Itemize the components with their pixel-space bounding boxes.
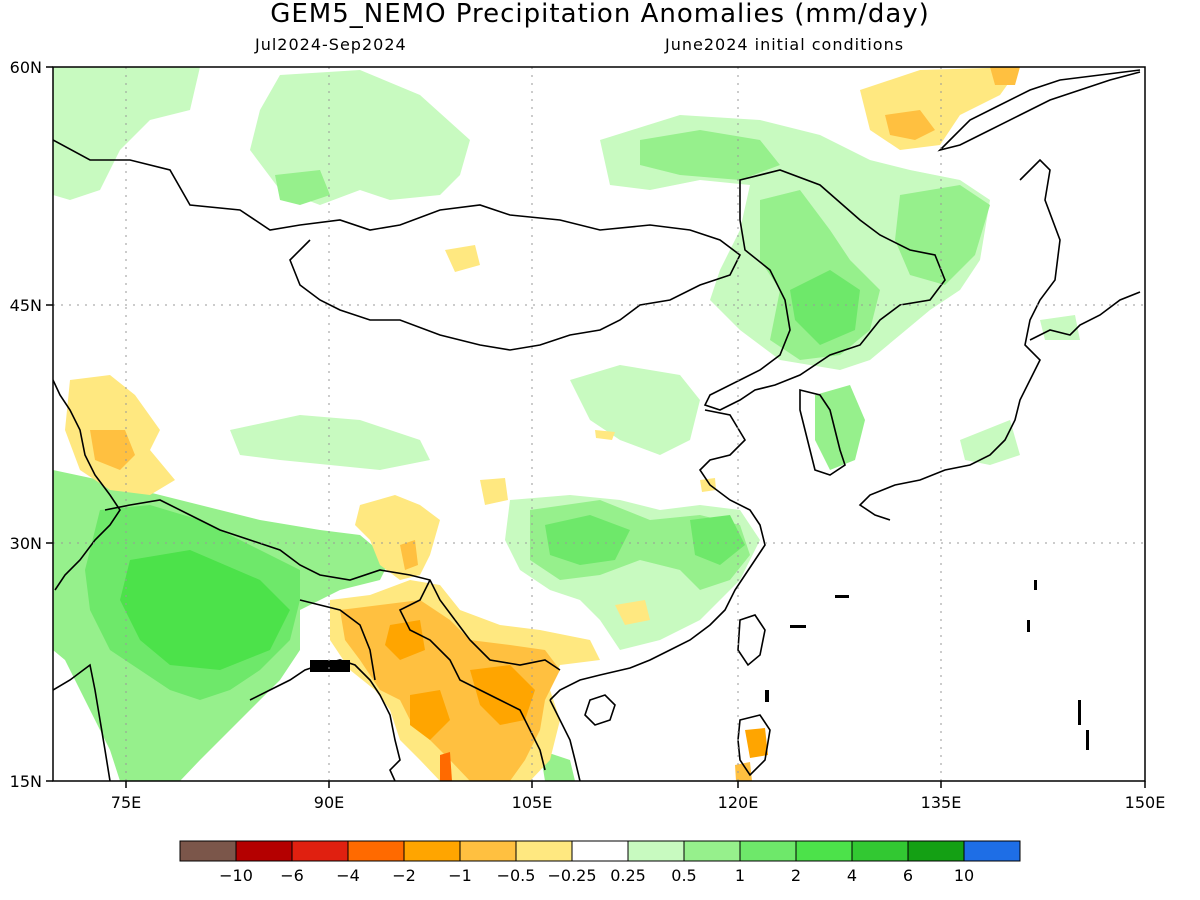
- colorbar-swatch: [571, 840, 629, 862]
- colorbar-swatch: [515, 840, 573, 862]
- frame-ticks: [46, 66, 1146, 788]
- colorbar-label: 2: [791, 866, 801, 885]
- colorbar-label: −1: [448, 866, 472, 885]
- colorbar-label: −4: [336, 866, 360, 885]
- latitude-labels: 60N 45N 30N 15N: [10, 58, 42, 791]
- colorbar: −10 −6 −4 −2 −1 −0.5 −0.25 0.25 0.5 1 2 4 6 10: [179, 840, 1021, 885]
- forecast-period: Jul2024-Sep2024: [254, 35, 407, 54]
- colorbar-label: 10: [954, 866, 974, 885]
- initial-conditions: June2024 initial conditions: [664, 35, 904, 54]
- islands: [310, 580, 1089, 750]
- lat-label-60n: 60N: [10, 58, 42, 77]
- lon-label-135e: 135E: [921, 793, 962, 812]
- lon-label-90e: 90E: [314, 793, 344, 812]
- colorbar-label: 4: [847, 866, 857, 885]
- colorbar-label: −0.25: [547, 866, 596, 885]
- colorbar-label: 0.25: [610, 866, 646, 885]
- map-title: GEM5_NEMO Precipitation Anomalies (mm/da…: [270, 0, 930, 29]
- colorbar-swatch: [627, 840, 685, 862]
- colorbar-label: −10: [219, 866, 253, 885]
- colorbar-label: −6: [280, 866, 304, 885]
- longitude-labels: 75E 90E 105E 120E 135E 150E: [111, 793, 1166, 812]
- colorbar-label: 6: [903, 866, 913, 885]
- colorbar-label: 1: [735, 866, 745, 885]
- lon-label-75e: 75E: [111, 793, 141, 812]
- colorbar-label: −2: [392, 866, 416, 885]
- lat-label-45n: 45N: [10, 296, 42, 315]
- map-field: [53, 67, 1145, 781]
- colorbar-swatches: [179, 840, 1021, 862]
- colorbar-label: −0.5: [497, 866, 536, 885]
- lat-label-15n: 15N: [10, 772, 42, 791]
- colorbar-swatch: [683, 840, 741, 862]
- map-frame: [52, 66, 1146, 782]
- lon-label-105e: 105E: [512, 793, 553, 812]
- colorbar-swatch: [459, 840, 517, 862]
- colorbar-swatch: [907, 840, 965, 862]
- colorbar-swatch: [739, 840, 797, 862]
- colorbar-swatch: [291, 840, 349, 862]
- colorbar-swatch: [179, 840, 237, 862]
- colorbar-swatch: [963, 840, 1021, 862]
- lon-label-150e: 150E: [1125, 793, 1166, 812]
- colorbar-swatch: [347, 840, 405, 862]
- colorbar-swatch: [235, 840, 293, 862]
- colorbar-swatch: [403, 840, 461, 862]
- colorbar-swatch: [795, 840, 853, 862]
- positive-anomaly-regions: [53, 67, 1080, 781]
- lon-label-120e: 120E: [718, 793, 759, 812]
- negative-anomaly-regions: [65, 67, 1020, 781]
- gridlines: [53, 67, 1145, 781]
- colorbar-labels: −10 −6 −4 −2 −1 −0.5 −0.25 0.25 0.5 1 2 4 6 10: [219, 866, 974, 885]
- coastlines: [53, 69, 1141, 781]
- colorbar-swatch: [851, 840, 909, 862]
- lat-label-30n: 30N: [10, 534, 42, 553]
- colorbar-label: 0.5: [671, 866, 696, 885]
